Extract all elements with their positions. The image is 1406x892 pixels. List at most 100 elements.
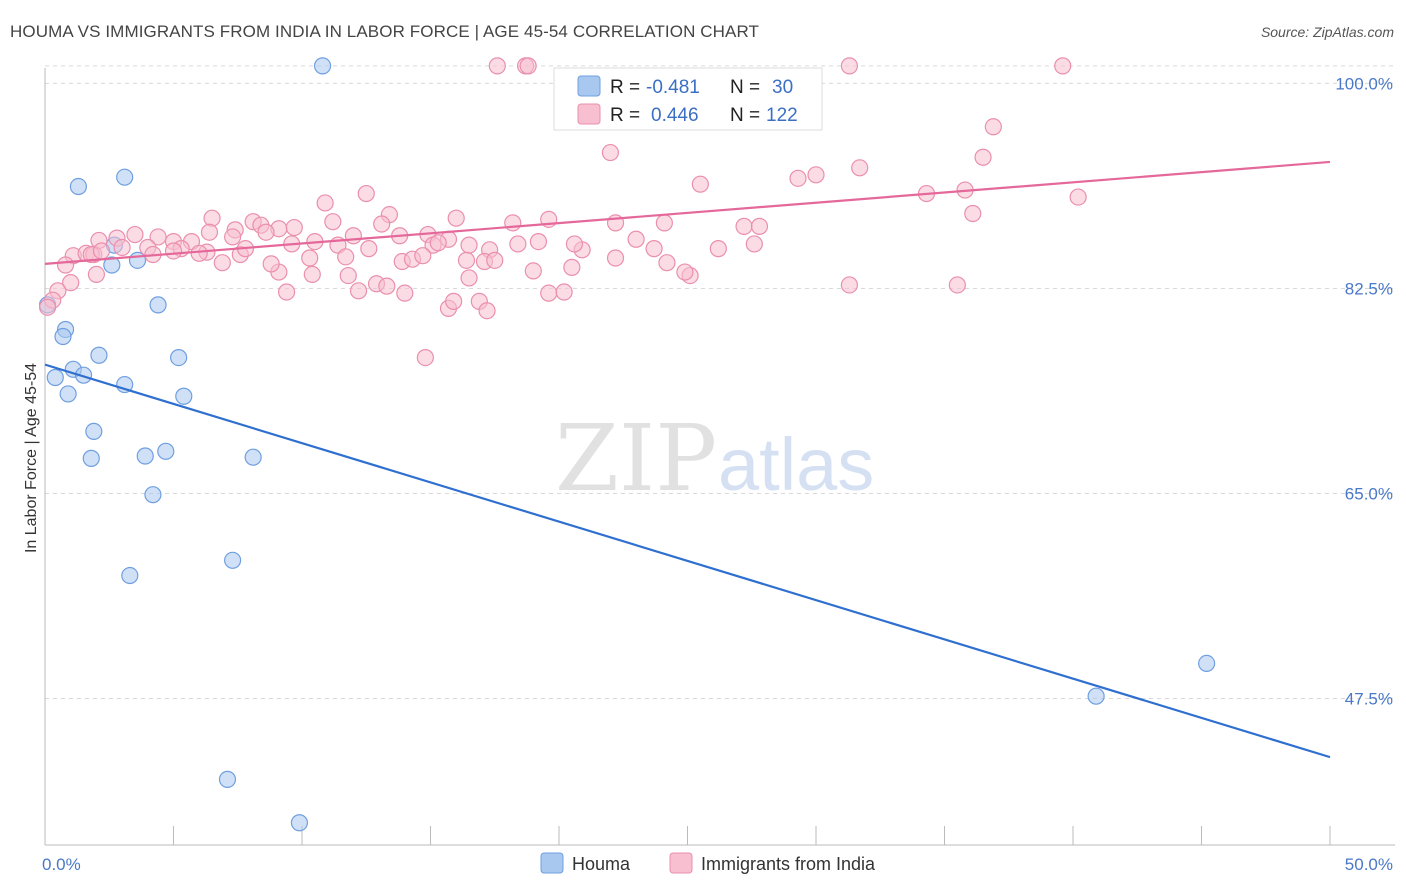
india-point <box>92 242 111 260</box>
legend-r-value-1: -0.481 <box>646 77 700 98</box>
india-point <box>56 256 75 274</box>
legend-bottom-swatch-india <box>669 852 693 874</box>
houma-point <box>1198 654 1216 672</box>
india-point <box>851 159 869 177</box>
india-point <box>324 213 342 231</box>
legend-swatch-houma <box>577 75 601 97</box>
india-point <box>486 251 504 269</box>
india-point <box>445 292 463 310</box>
legend-bottom-label-india: Immigrants from India <box>701 854 876 874</box>
india-point <box>840 276 859 294</box>
x-tick-label: 50.0% <box>1345 855 1393 874</box>
houma-point <box>128 251 147 269</box>
y-tick-label: 65.0% <box>1345 485 1393 504</box>
legend-n-label-1: N = <box>730 77 760 98</box>
houma-point <box>144 486 162 504</box>
india-point <box>213 254 231 272</box>
india-point <box>349 282 368 300</box>
houma-point <box>46 368 64 387</box>
y-axis-label: In Labor Force | Age 45-54 <box>23 363 40 553</box>
india-point <box>627 230 645 248</box>
india-point <box>504 214 522 232</box>
legend-n-value-1: 30 <box>772 77 793 98</box>
india-point <box>974 148 992 166</box>
houma-trend-line <box>44 363 1331 759</box>
houma-point <box>116 168 134 186</box>
india-point <box>750 217 769 235</box>
india-point <box>964 204 982 223</box>
source-credit: Source: ZipAtlas.com <box>1260 24 1394 40</box>
india-point <box>360 240 378 258</box>
houma-point <box>218 770 237 788</box>
india-point <box>789 169 807 187</box>
india-point <box>224 228 242 246</box>
india-point <box>948 276 966 294</box>
series-legend: Houma Immigrants from India <box>540 852 876 874</box>
legend-bottom-swatch-houma <box>540 852 564 874</box>
india-point <box>840 57 859 75</box>
india-point <box>1054 57 1072 75</box>
india-point <box>416 348 434 367</box>
houma-point <box>244 448 262 466</box>
houma-point <box>82 449 100 467</box>
india-point <box>529 233 548 251</box>
houma-point <box>74 366 93 384</box>
legend-r-label-1: R = <box>610 77 640 98</box>
axes <box>44 68 1395 846</box>
india-point <box>488 57 506 75</box>
watermark-zip: ZIP <box>555 405 717 512</box>
india-point <box>262 255 280 273</box>
india-point <box>373 215 391 233</box>
houma-point <box>69 177 88 196</box>
india-trend-line <box>44 160 1331 265</box>
houma-point <box>121 566 139 585</box>
legend-swatch-india <box>577 103 601 125</box>
india-point <box>565 235 584 253</box>
india-point <box>257 223 275 241</box>
chart-title: HOUMA VS IMMIGRANTS FROM INDIA IN LABOR … <box>10 22 760 41</box>
india-point <box>460 269 478 287</box>
houma-point <box>59 385 77 403</box>
legend-n-value-2: 122 <box>766 105 798 126</box>
legend-r-value-2: 0.446 <box>651 105 699 126</box>
india-point <box>555 283 573 301</box>
houma-point <box>157 442 175 460</box>
india-point <box>478 302 496 320</box>
india-point <box>303 265 321 284</box>
india-point <box>285 218 303 237</box>
india-point <box>277 283 296 301</box>
x-tick-labels: 0.0% 50.0% <box>42 855 1393 874</box>
india-point <box>113 238 131 257</box>
india-point <box>301 249 319 267</box>
houma-point <box>149 296 167 314</box>
india-point <box>457 251 476 269</box>
india-point <box>524 262 542 280</box>
houma-point <box>175 387 193 405</box>
legend-n-label-2: N = <box>730 105 760 126</box>
houma-point <box>90 346 108 364</box>
india-point <box>563 258 581 276</box>
houma-point <box>85 422 103 441</box>
legend-r-label-2: R = <box>610 105 640 126</box>
india-point <box>200 223 219 241</box>
india-point <box>645 240 663 258</box>
trend-lines <box>44 160 1331 759</box>
houma-point <box>1087 687 1105 705</box>
india-point <box>396 284 414 302</box>
india-point <box>344 227 362 245</box>
gridlines <box>45 65 1395 700</box>
india-point <box>62 274 80 292</box>
india-point <box>735 217 753 235</box>
india-point <box>316 194 334 212</box>
watermark-atlas: atlas <box>718 423 874 506</box>
india-point <box>339 266 357 285</box>
houma-point <box>313 57 332 75</box>
india-point <box>149 228 167 246</box>
houma-point <box>224 551 242 569</box>
india-point <box>509 235 527 253</box>
india-point <box>807 166 825 184</box>
india-point <box>460 236 478 254</box>
india-point <box>87 265 106 284</box>
y-tick-label: 47.5% <box>1345 690 1393 709</box>
